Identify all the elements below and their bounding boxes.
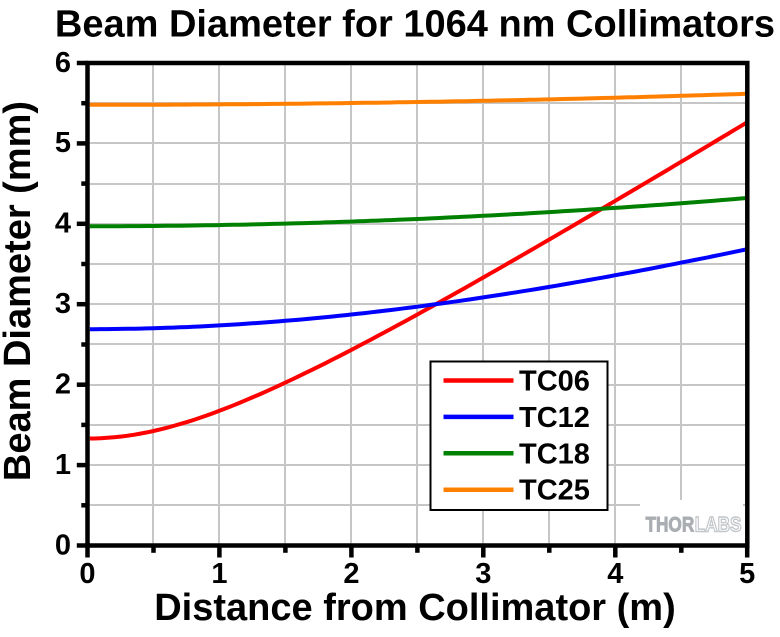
- svg-text:TC25: TC25: [519, 475, 590, 507]
- svg-text:2: 2: [55, 369, 71, 401]
- svg-text:5: 5: [739, 558, 755, 590]
- svg-text:4: 4: [55, 208, 71, 240]
- svg-text:2: 2: [343, 558, 359, 590]
- svg-text:Beam Diameter (mm): Beam Diameter (mm): [0, 101, 39, 481]
- svg-text:6: 6: [55, 47, 71, 79]
- svg-text:1: 1: [55, 449, 71, 481]
- svg-text:Distance from Collimator (m): Distance from Collimator (m): [154, 587, 676, 629]
- svg-text:5: 5: [55, 127, 71, 159]
- svg-text:TC06: TC06: [519, 366, 590, 398]
- svg-text:4: 4: [607, 558, 623, 590]
- svg-text:THOR: THOR: [646, 514, 695, 537]
- svg-text:TC12: TC12: [519, 402, 590, 434]
- svg-text:0: 0: [55, 529, 71, 561]
- svg-text:Beam Diameter for 1064 nm Coll: Beam Diameter for 1064 nm Collimators: [55, 4, 775, 46]
- svg-text:1: 1: [211, 558, 227, 590]
- svg-text:TC18: TC18: [519, 438, 590, 470]
- svg-text:3: 3: [475, 558, 491, 590]
- svg-text:0: 0: [79, 558, 95, 590]
- svg-text:3: 3: [55, 288, 71, 320]
- svg-text:LABS: LABS: [695, 514, 742, 537]
